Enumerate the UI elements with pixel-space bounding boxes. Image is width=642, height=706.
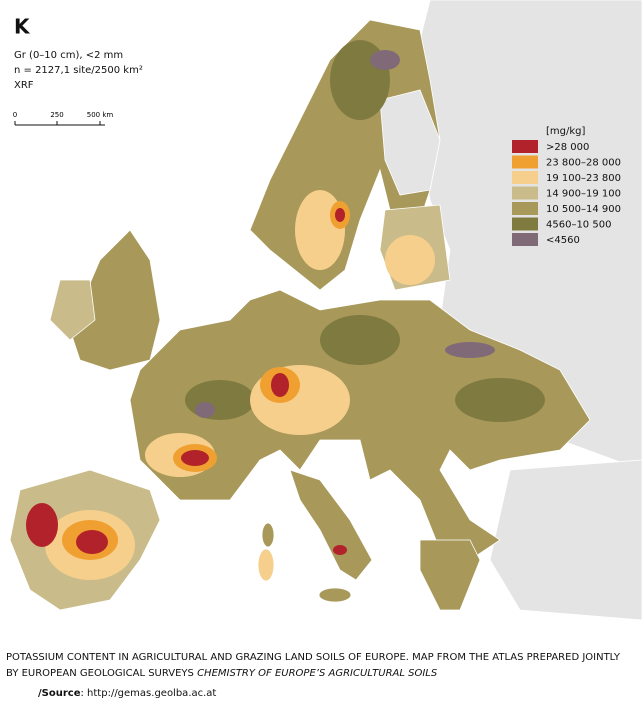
legend-unit: [mg/kg] xyxy=(546,126,585,137)
legend-label: 23 800–28 000 xyxy=(546,158,621,169)
concentration-patches xyxy=(26,40,545,580)
legend-label: 19 100–23 800 xyxy=(546,173,621,184)
legend-label: <4560 xyxy=(546,235,580,246)
legend-swatch xyxy=(512,202,538,215)
map: K Gr (0–10 cm), <2 mm n = 2127,1 site/25… xyxy=(9,0,642,621)
patch xyxy=(26,503,58,547)
patch xyxy=(385,235,435,285)
legend-swatch xyxy=(512,217,538,231)
sardinia xyxy=(257,548,275,582)
patch xyxy=(335,208,345,222)
legend-swatch xyxy=(512,140,538,153)
patch xyxy=(445,342,495,358)
legend-label: 10 500–14 900 xyxy=(546,204,621,215)
patch xyxy=(181,450,209,466)
legend-swatch xyxy=(512,155,538,169)
legend-label: >28 000 xyxy=(546,142,589,153)
source-url: : http://gemas.geolba.ac.at xyxy=(80,688,217,699)
map-subtitle: Gr (0–10 cm), <2 mm xyxy=(14,50,123,61)
map-subtitle: n = 2127,1 site/2500 km² xyxy=(14,65,143,76)
source-label: /Source xyxy=(38,688,81,699)
ireland xyxy=(49,279,96,341)
map-subtitle: XRF xyxy=(14,80,34,91)
italy xyxy=(289,469,373,581)
non-surveyed-land xyxy=(379,89,441,196)
caption-text: BY EUROPEAN GEOLOGICAL SURVEYS xyxy=(6,668,198,679)
patch xyxy=(185,380,255,420)
scale-label: 0 xyxy=(13,111,17,119)
scale-label: 250 xyxy=(50,111,63,119)
legend: [mg/kg] >28 000 23 800–28 000 19 100–23 80… xyxy=(512,126,621,246)
greece xyxy=(419,539,481,611)
caption: POTASSIUM CONTENT IN AGRICULTURAL AND GR… xyxy=(6,652,621,663)
britain xyxy=(69,229,161,371)
corsica xyxy=(261,522,275,548)
patch xyxy=(370,50,400,70)
scale-bar xyxy=(14,121,105,126)
legend-swatch xyxy=(512,186,538,200)
source: /Source: http://gemas.geolba.ac.at xyxy=(38,688,216,699)
legend-label: 14 900–19 100 xyxy=(546,189,621,200)
map-title: K xyxy=(14,15,31,39)
patch xyxy=(271,373,289,397)
scale-label: 500 km xyxy=(87,111,114,119)
legend-label: 4560–10 500 xyxy=(546,220,611,231)
non-surveyed-land xyxy=(489,459,642,621)
sicily xyxy=(318,587,352,603)
caption-italic: CHEMISTRY OF EUROPE’S AGRICULTURAL SOILS xyxy=(197,668,438,679)
patch xyxy=(320,315,400,365)
legend-swatch xyxy=(512,233,538,246)
legend-swatch xyxy=(512,171,538,184)
patch xyxy=(76,530,108,554)
patch xyxy=(333,545,347,555)
caption: BY EUROPEAN GEOLOGICAL SURVEYS CHEMISTRY… xyxy=(6,668,437,679)
patch xyxy=(195,402,215,418)
patch xyxy=(455,378,545,422)
